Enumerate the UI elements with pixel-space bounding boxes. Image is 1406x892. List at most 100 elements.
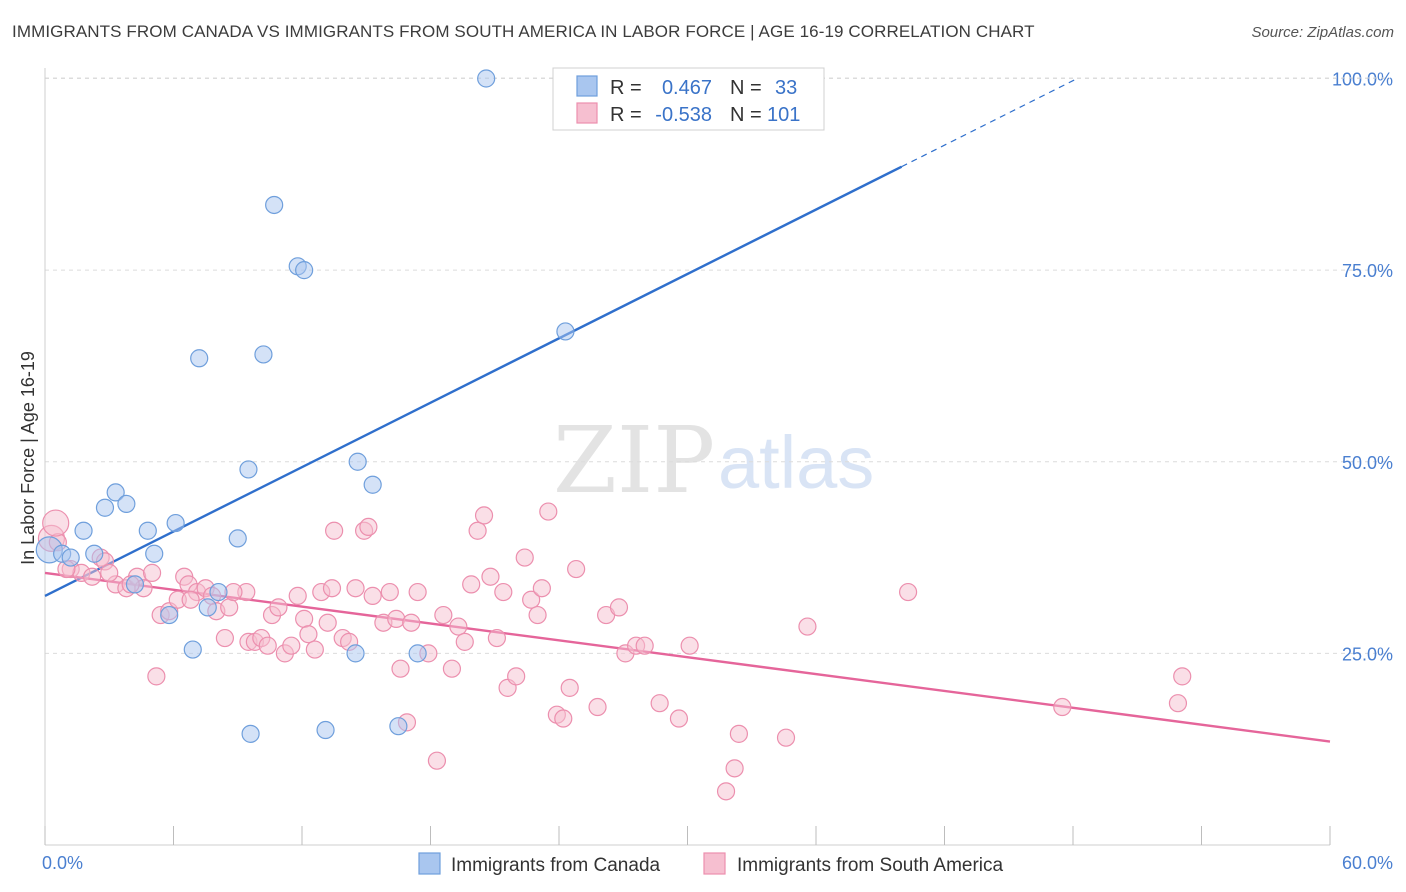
canada-point [125,575,145,594]
series-legend-swatch-south-america [703,852,726,875]
series-legend-swatch-canada [418,852,441,875]
data-points [35,69,1192,801]
trend-lines [44,77,1331,743]
south-america-point [539,502,558,521]
canada-point [117,494,136,514]
canada-point [228,529,247,548]
canada-point [239,460,258,479]
south-america-point [798,617,817,636]
y-tick-label: 100.0% [1332,70,1393,90]
south-america-point [468,521,487,540]
canada-point [160,605,179,625]
series-legend: Immigrants from Canada Immigrants from S… [418,852,1004,876]
south-america-point [515,548,534,567]
x-tick-label: 60.0% [1342,853,1393,873]
canada-point [61,548,80,567]
south-america-point [898,582,918,602]
south-america-point [609,598,629,617]
canada-point [556,322,575,341]
series-legend-label-south-america: Immigrants from South America [737,855,1004,876]
canada-point [316,720,335,740]
south-america-point [305,640,324,659]
legend-n-label-canada: N = [730,77,762,99]
canada-point [477,69,496,88]
south-america-point [288,586,307,605]
south-america-point [567,559,586,579]
legend-r-value-south-america: -0.538 [655,104,712,126]
south-america-point [363,586,382,605]
canada-point [95,498,115,517]
canada-point [348,452,367,471]
south-america-point [142,563,162,582]
south-america-point [669,709,689,728]
south-america-point [455,632,474,651]
legend-r-label-south-america: R = [610,104,642,126]
south-america-point [322,579,342,598]
south-america-point [449,617,468,636]
south-america-point [462,575,481,594]
watermark-atlas: atlas [718,421,874,504]
canada-point [346,644,365,663]
south-america-point [387,609,406,628]
legend-n-value-south-america: 101 [767,104,800,126]
south-america-point [1168,694,1188,713]
canada-point [389,717,408,736]
south-america-point [181,590,200,609]
canada-point [241,724,260,743]
south-america-point [427,751,447,770]
south-america-point [494,582,513,602]
canada-point [198,598,217,617]
canada-point [183,640,202,659]
south-america-point [220,598,239,617]
canada-point [85,544,104,563]
canada-trend-extension [901,77,1078,168]
series-legend-label-canada: Immigrants from Canada [451,855,661,876]
legend-n-label-south-america: N = [730,104,762,126]
gridlines: 25.0% 50.0% 75.0% 100.0% [45,70,1393,664]
south-america-point [729,724,749,743]
south-america-point [42,509,70,537]
south-america-point [282,636,301,655]
x-tick-label: 0.0% [42,853,83,873]
south-america-point [434,605,453,625]
south-america-point [269,598,288,617]
y-tick-label: 75.0% [1342,261,1393,281]
canada-point [265,195,284,215]
south-america-point [380,582,399,602]
y-axis-label: In Labor Force | Age 16-19 [18,351,38,565]
south-america-point [635,636,654,655]
south-america-point [507,667,526,686]
south-america-point [318,613,337,632]
south-america-point [215,628,234,648]
south-america-point [408,582,427,602]
south-america-point [147,667,166,686]
legend-n-value-canada: 33 [775,77,797,99]
stats-legend-box [552,67,825,131]
south-america-point [295,609,314,628]
canada-point [254,345,273,364]
legend-r-label-canada: R = [610,77,642,99]
south-america-point [532,579,551,598]
legend-swatch-canada [576,75,598,97]
south-america-point [554,709,573,728]
south-america-point [402,613,421,632]
canada-point [190,349,209,368]
canada-trend-line [44,165,903,597]
south-america-point [1173,667,1192,686]
south-america-point [325,521,344,540]
south-america-point [359,517,378,537]
canada-point [138,521,157,540]
south-america-point [650,694,669,713]
canada-point [145,544,164,563]
south-america-point [258,636,277,655]
legend-r-value-canada: 0.467 [662,77,712,99]
canada-point [166,513,185,533]
canada-point [363,475,382,494]
canada-point [106,483,125,502]
canada-point [209,582,228,602]
chart-title: IMMIGRANTS FROM CANADA VS IMMIGRANTS FRO… [12,22,1035,41]
canada-point [74,521,93,540]
south-america-point [391,659,410,678]
south-america-point [560,678,579,697]
south-america-trend-line [44,571,1331,743]
